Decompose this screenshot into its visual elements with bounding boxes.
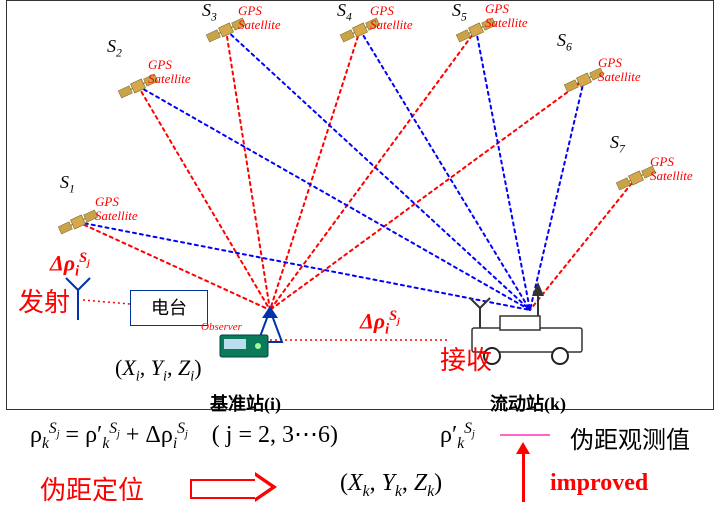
- launch-label: 发射: [18, 282, 70, 319]
- coords-i: (Xi, Yi, Zi): [115, 355, 202, 385]
- pseudo-obs-label: 伪距观测值: [570, 420, 690, 455]
- sat-label-S4: S4: [337, 0, 352, 24]
- sat-label-S6: S6: [557, 30, 572, 54]
- gps-label-S3: GPSSatellite: [238, 4, 281, 31]
- gps-label-S6: GPSSatellite: [598, 56, 641, 83]
- observer-label: Observer: [201, 321, 242, 333]
- coords-k: (Xk, Yk, Zk): [340, 470, 442, 501]
- sat-label-S5: S5: [452, 0, 467, 24]
- block-arrow-icon: [190, 472, 280, 502]
- improved-label: improved: [550, 470, 648, 497]
- delta-rho-base: ΔρiSj: [50, 250, 90, 281]
- radio-station-label: 电台: [151, 298, 187, 318]
- sat-label-S2: S2: [107, 36, 122, 60]
- up-arrow-icon: [522, 452, 525, 502]
- up-arrow-head-icon: [516, 442, 530, 454]
- pseudo-positioning-label: 伪距定位: [40, 470, 144, 507]
- delta-rho-rover: ΔρiSj: [360, 308, 400, 339]
- radio-station-box: 电台: [130, 290, 208, 326]
- receive-label: 接收: [440, 340, 492, 377]
- gps-label-S1: GPSSatellite: [95, 195, 138, 222]
- sat-label-S1: S1: [60, 172, 75, 196]
- gps-label-S2: GPSSatellite: [148, 58, 191, 85]
- pink-dash: [500, 434, 550, 436]
- sat-label-S3: S3: [202, 0, 217, 24]
- rover-station-label: 流动站(k): [490, 390, 566, 416]
- sat-label-S7: S7: [610, 132, 625, 156]
- gps-label-S4: GPSSatellite: [370, 4, 413, 31]
- gps-label-S5: GPSSatellite: [485, 2, 528, 29]
- rho-k-prime: ρ′kSj: [440, 420, 475, 453]
- equation-row: ρkSj = ρ′kSj + ΔρiSj ( j = 2, 3⋯6): [30, 420, 338, 453]
- gps-label-S7: GPSSatellite: [650, 155, 693, 182]
- base-station-label: 基准站(i): [210, 390, 281, 416]
